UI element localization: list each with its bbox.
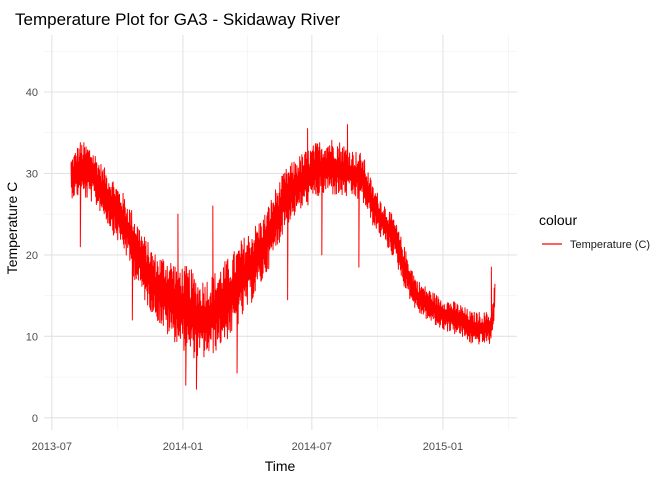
y-axis-label: Temperature C <box>4 182 20 275</box>
legend: colour Temperature (C) <box>539 212 650 251</box>
y-tick-label: 0 <box>32 413 38 425</box>
legend-entry-temperature: Temperature (C) <box>570 239 650 251</box>
y-tick-label: 30 <box>26 168 38 180</box>
chart-title: Temperature Plot for GA3 - Skidaway Rive… <box>15 10 340 29</box>
tick-layer: 0 10 20 30 40 2013-07 2014-01 2014-07 2015-01 <box>26 87 463 453</box>
legend-title: colour <box>539 212 577 228</box>
y-tick-label: 10 <box>26 331 38 343</box>
x-tick-label: 2014-07 <box>292 441 332 453</box>
y-tick-label: 40 <box>26 87 38 99</box>
temperature-series-line <box>70 124 496 390</box>
x-tick-label: 2015-01 <box>423 441 463 453</box>
grid-layer <box>44 35 517 430</box>
x-tick-label: 2014-01 <box>163 441 203 453</box>
x-axis-label: Time <box>265 458 296 474</box>
y-tick-label: 20 <box>26 250 38 262</box>
series-layer <box>70 124 496 390</box>
x-tick-label: 2013-07 <box>32 441 72 453</box>
